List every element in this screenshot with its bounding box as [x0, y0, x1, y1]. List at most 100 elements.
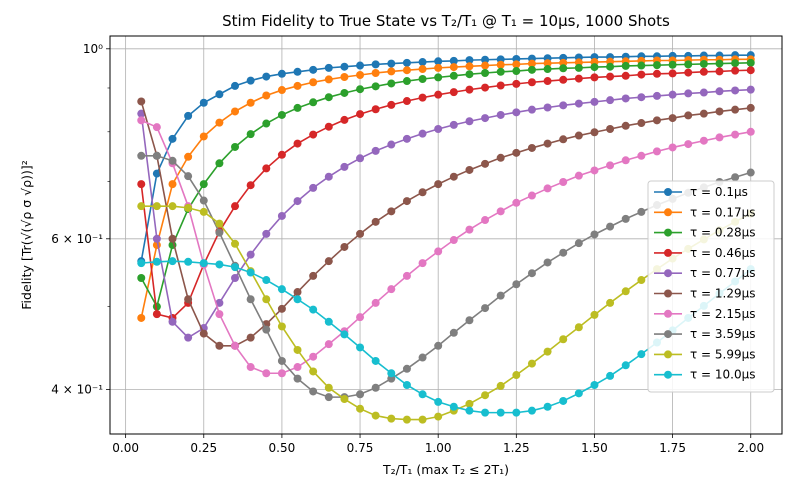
data-point	[168, 180, 177, 189]
data-point	[715, 107, 724, 116]
x-tick-label: 0.75	[347, 441, 374, 455]
data-point	[746, 85, 755, 94]
data-point	[340, 162, 349, 171]
legend-label: τ = 5.99μs	[690, 347, 756, 361]
data-point	[559, 75, 568, 84]
data-point	[731, 130, 740, 139]
data-point	[465, 117, 474, 126]
data-point	[215, 90, 224, 99]
data-point	[199, 180, 208, 189]
data-point	[262, 119, 271, 128]
legend-box	[647, 180, 775, 393]
data-point	[496, 153, 505, 162]
data-point	[262, 72, 271, 81]
data-point	[137, 273, 146, 282]
legend-entry: τ = 2.15μs	[654, 307, 756, 321]
data-point	[731, 59, 740, 68]
data-point	[137, 180, 146, 189]
data-point	[699, 136, 708, 145]
data-point	[574, 171, 583, 180]
data-point	[309, 271, 318, 280]
data-point	[606, 62, 615, 71]
data-point	[168, 317, 177, 326]
data-point	[324, 340, 333, 349]
legend-marker	[664, 188, 672, 196]
data-point	[262, 276, 271, 285]
data-point	[402, 380, 411, 389]
series-line	[140, 88, 751, 339]
data-point	[434, 63, 443, 72]
x-tick-label: 1.50	[581, 441, 608, 455]
legend-label: τ = 0.17μs	[690, 205, 756, 219]
data-point	[543, 59, 552, 68]
data-point	[481, 55, 490, 64]
legend-label: τ = 0.46μs	[690, 246, 756, 260]
data-point	[387, 369, 396, 378]
data-point	[434, 397, 443, 406]
data-point	[481, 69, 490, 77]
data-point	[402, 364, 411, 373]
data-point	[527, 359, 536, 368]
data-point	[309, 130, 318, 139]
data-point	[246, 98, 255, 107]
data-point	[387, 100, 396, 109]
legend-marker	[664, 309, 672, 318]
data-point	[668, 60, 677, 69]
data-point	[512, 108, 521, 117]
data-point	[246, 76, 255, 85]
data-point	[621, 61, 630, 70]
data-point	[246, 130, 255, 139]
data-point	[496, 60, 505, 69]
data-point	[137, 259, 146, 268]
data-point	[512, 408, 521, 417]
data-point	[246, 268, 255, 277]
data-point	[199, 259, 208, 268]
data-point	[152, 151, 161, 160]
data-point	[590, 73, 599, 82]
data-point	[699, 88, 708, 97]
data-point	[621, 361, 630, 370]
data-point	[402, 271, 411, 280]
data-point	[449, 63, 458, 72]
data-point	[668, 69, 677, 78]
data-point	[434, 412, 443, 421]
data-point	[684, 89, 693, 98]
data-point	[418, 188, 427, 197]
data-point	[387, 140, 396, 149]
data-point	[449, 172, 458, 181]
data-point	[449, 56, 458, 65]
data-point	[449, 88, 458, 97]
data-point	[371, 146, 380, 155]
data-point	[293, 81, 302, 90]
data-point	[527, 191, 536, 200]
data-point	[184, 111, 193, 120]
legend-entry: τ = 5.99μs	[654, 347, 756, 361]
data-point	[137, 313, 146, 322]
data-point	[340, 242, 349, 251]
data-point	[684, 60, 693, 69]
data-point	[293, 288, 302, 297]
data-point	[199, 98, 208, 107]
data-point	[293, 103, 302, 112]
data-point	[215, 219, 224, 228]
data-point	[356, 404, 365, 413]
y-tick-label: 4 × 10⁻¹	[51, 383, 103, 397]
data-point	[481, 83, 490, 92]
data-point	[574, 131, 583, 140]
data-point	[574, 239, 583, 248]
legend-label: τ = 0.77μs	[690, 266, 756, 280]
data-point	[168, 202, 177, 211]
y-tick-label: 10⁰	[83, 42, 103, 56]
data-point	[262, 295, 271, 304]
legend-label: τ = 0.1μs	[690, 185, 748, 199]
series-layer	[137, 51, 755, 424]
data-point	[652, 116, 661, 125]
data-point	[246, 250, 255, 259]
data-point	[324, 383, 333, 392]
data-point	[668, 143, 677, 152]
data-point	[590, 97, 599, 106]
data-point	[418, 58, 427, 67]
data-point	[309, 305, 318, 314]
data-point	[293, 295, 302, 304]
